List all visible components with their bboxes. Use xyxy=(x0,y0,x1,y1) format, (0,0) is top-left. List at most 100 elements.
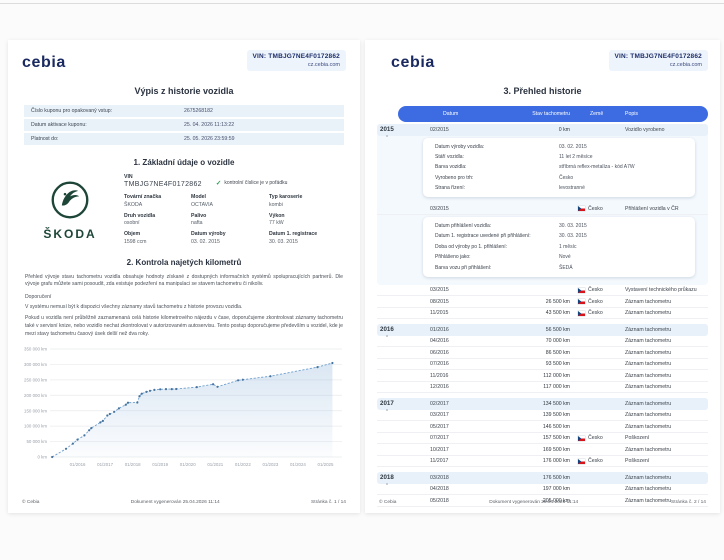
coupon-table: Číslo kuponu pro opakovaný vstup: 267526… xyxy=(24,105,344,145)
footer-generated: Dokument vygenerován 25.04.2026 11:14 xyxy=(130,500,220,505)
table-row: 11/2017 176 000 km Česko Poškození xyxy=(377,456,708,468)
vin-box: VIN: TMBJG7NE4F0172862 cz.cebia.com xyxy=(608,50,708,71)
field-value: OCTAVIA xyxy=(191,201,213,208)
field-value: ŠKODA xyxy=(124,201,143,208)
table-row: 10/2017 169 500 km Záznam tachometru xyxy=(377,444,708,456)
chart-point xyxy=(108,412,111,415)
row-odometer: 56 500 km xyxy=(545,327,570,333)
row-date: 08/2015 xyxy=(430,298,449,305)
header-zeme: Země xyxy=(590,111,604,117)
vehicle-field: Palivo nafta xyxy=(191,213,269,227)
row-date: 10/2017 xyxy=(430,446,449,453)
table-row: 2016 01/2016 56 500 km Záznam tachometru xyxy=(377,324,708,336)
vehicle-field: Model OCTAVIA xyxy=(191,194,269,208)
detail-value: Česko xyxy=(559,174,574,181)
section2-paragraph: Přehled vývoje stavu tachometru vozidla … xyxy=(25,273,343,288)
row-odometer: 70 000 km xyxy=(545,338,570,344)
chart-point xyxy=(153,388,156,391)
row-country: Česko xyxy=(570,458,625,464)
field-label: Datum výroby xyxy=(191,231,226,237)
chart-point xyxy=(170,387,173,391)
detail-row: Přihlášeno jako: Nové xyxy=(423,252,695,262)
row-date: 03/2017 xyxy=(430,412,449,418)
row-date: 02/2017 xyxy=(430,401,449,407)
recommendation-label: Doporučení xyxy=(25,294,52,301)
section1-title: 1. Základní údaje o vozidle xyxy=(133,158,235,167)
row-date: 11/2016 xyxy=(430,372,449,379)
chart-point xyxy=(138,394,141,398)
coupon-label: Platnost do: xyxy=(31,136,59,142)
y-tick-label: 200 000 km xyxy=(24,393,47,398)
row-country: Česko xyxy=(570,310,625,316)
row-odometer: 176 500 km xyxy=(542,475,570,481)
czech-flag-icon xyxy=(578,310,585,316)
table-row: 05/2018 205 000 km Záznam tachometru xyxy=(377,495,708,507)
row-description: Poškození xyxy=(625,435,650,441)
detail-value: stříbrná reflex-metalíza - kód A7W xyxy=(559,164,635,171)
x-tick-label: 01/2016 xyxy=(70,462,86,467)
vehicle-field: Výkon 77 kW xyxy=(269,213,344,227)
coupon-label: Číslo kuponu pro opakovaný vstup: xyxy=(31,108,113,114)
chart-point xyxy=(71,442,74,445)
field-label: Palivo xyxy=(191,212,207,219)
row-date: 05/2018 xyxy=(430,497,449,504)
detail-label: Datum 1. registrace uvedené při přihláše… xyxy=(435,233,531,240)
row-odometer: 117 000 km xyxy=(543,384,570,390)
row-description: Záznam tachometru xyxy=(625,497,672,504)
detail-row: Strana řízení: levostranné xyxy=(423,183,695,193)
country-name: Česko xyxy=(588,287,603,293)
field-label: Typ karoserie xyxy=(269,194,303,200)
row-date: 01/2016 xyxy=(430,327,449,333)
coupon-value: 25. 05. 2026 23:59:59 xyxy=(184,136,235,142)
table-row: 03/2015 Česko Přihlášení vozidla v ČR xyxy=(377,203,708,215)
czech-flag-icon xyxy=(578,287,585,293)
chart-point xyxy=(148,389,152,392)
row-description: Záznam tachometru xyxy=(625,372,672,379)
x-tick-label: 01/2022 xyxy=(235,462,251,467)
header-datum: Datum xyxy=(443,111,459,117)
row-description: Záznam tachometru xyxy=(625,401,672,407)
year-label: 2018 xyxy=(380,474,394,485)
vehicle-field: Druh vozidla osobní xyxy=(124,213,191,227)
coupon-label: Datum aktivace kuponu: xyxy=(31,122,87,128)
table-row: 11/2016 112 000 km Záznam tachometru xyxy=(377,370,708,382)
row-description: Záznam tachometru xyxy=(625,338,672,344)
table-row: 07/2017 157 500 km Česko Poškození xyxy=(377,433,708,445)
chart-point xyxy=(106,414,109,417)
row-odometer: 197 000 km xyxy=(542,486,570,492)
x-tick-label: 01/2024 xyxy=(290,462,306,467)
row-description: Záznam tachometru xyxy=(625,384,672,390)
field-value: kombi xyxy=(269,201,283,208)
chart-point xyxy=(101,419,104,422)
section2-paragraph: Pokud u vozidla není průběžně zaznamenan… xyxy=(25,315,343,337)
report-page-1: cebia VIN: TMBJG7NE4F0172862 cz.cebia.co… xyxy=(8,40,360,513)
table-row: 2015 02/2015 0 km Vozidlo vyrobeno xyxy=(377,124,708,136)
coupon-value: 25. 04. 2026 11:13:22 xyxy=(184,122,235,128)
country-name: Česko xyxy=(588,298,603,305)
chart-point xyxy=(212,382,215,386)
page2-title: 3. Přehled historie xyxy=(503,86,582,96)
country-name: Česko xyxy=(588,205,603,212)
row-description: Záznam tachometru xyxy=(625,298,672,305)
year-label: 2016 xyxy=(380,326,394,337)
chart-point xyxy=(88,429,91,432)
row-description: Záznam tachometru xyxy=(625,423,672,430)
detail-row: Vyrobeno pro trh: Česko xyxy=(423,173,695,183)
row-date: 02/2015 xyxy=(430,126,449,133)
x-tick-label: 01/2023 xyxy=(262,462,278,467)
detail-value: Nové xyxy=(559,254,571,261)
row-description: Poškození xyxy=(625,458,650,464)
vin-text: VIN: TMBJG7NE4F0172862 xyxy=(614,53,702,60)
detail-value: levostranné xyxy=(559,185,585,192)
field-label: Objem xyxy=(124,231,141,237)
chart-point xyxy=(83,434,86,437)
chart-point xyxy=(164,387,168,391)
row-odometer: 26 500 km xyxy=(545,298,570,305)
detail-row: Barva vozidla: stříbrná reflex-metalíza -… xyxy=(423,162,695,172)
coupon-row: Datum aktivace kuponu: 25. 04. 2026 11:1… xyxy=(24,119,344,131)
field-value: 03. 02. 2015 xyxy=(191,238,220,245)
row-date: 03/2018 xyxy=(430,475,449,481)
detail-value: 03. 02. 2015 xyxy=(559,143,587,150)
row-country: Česko xyxy=(570,287,625,293)
country-name: Česko xyxy=(588,458,603,464)
